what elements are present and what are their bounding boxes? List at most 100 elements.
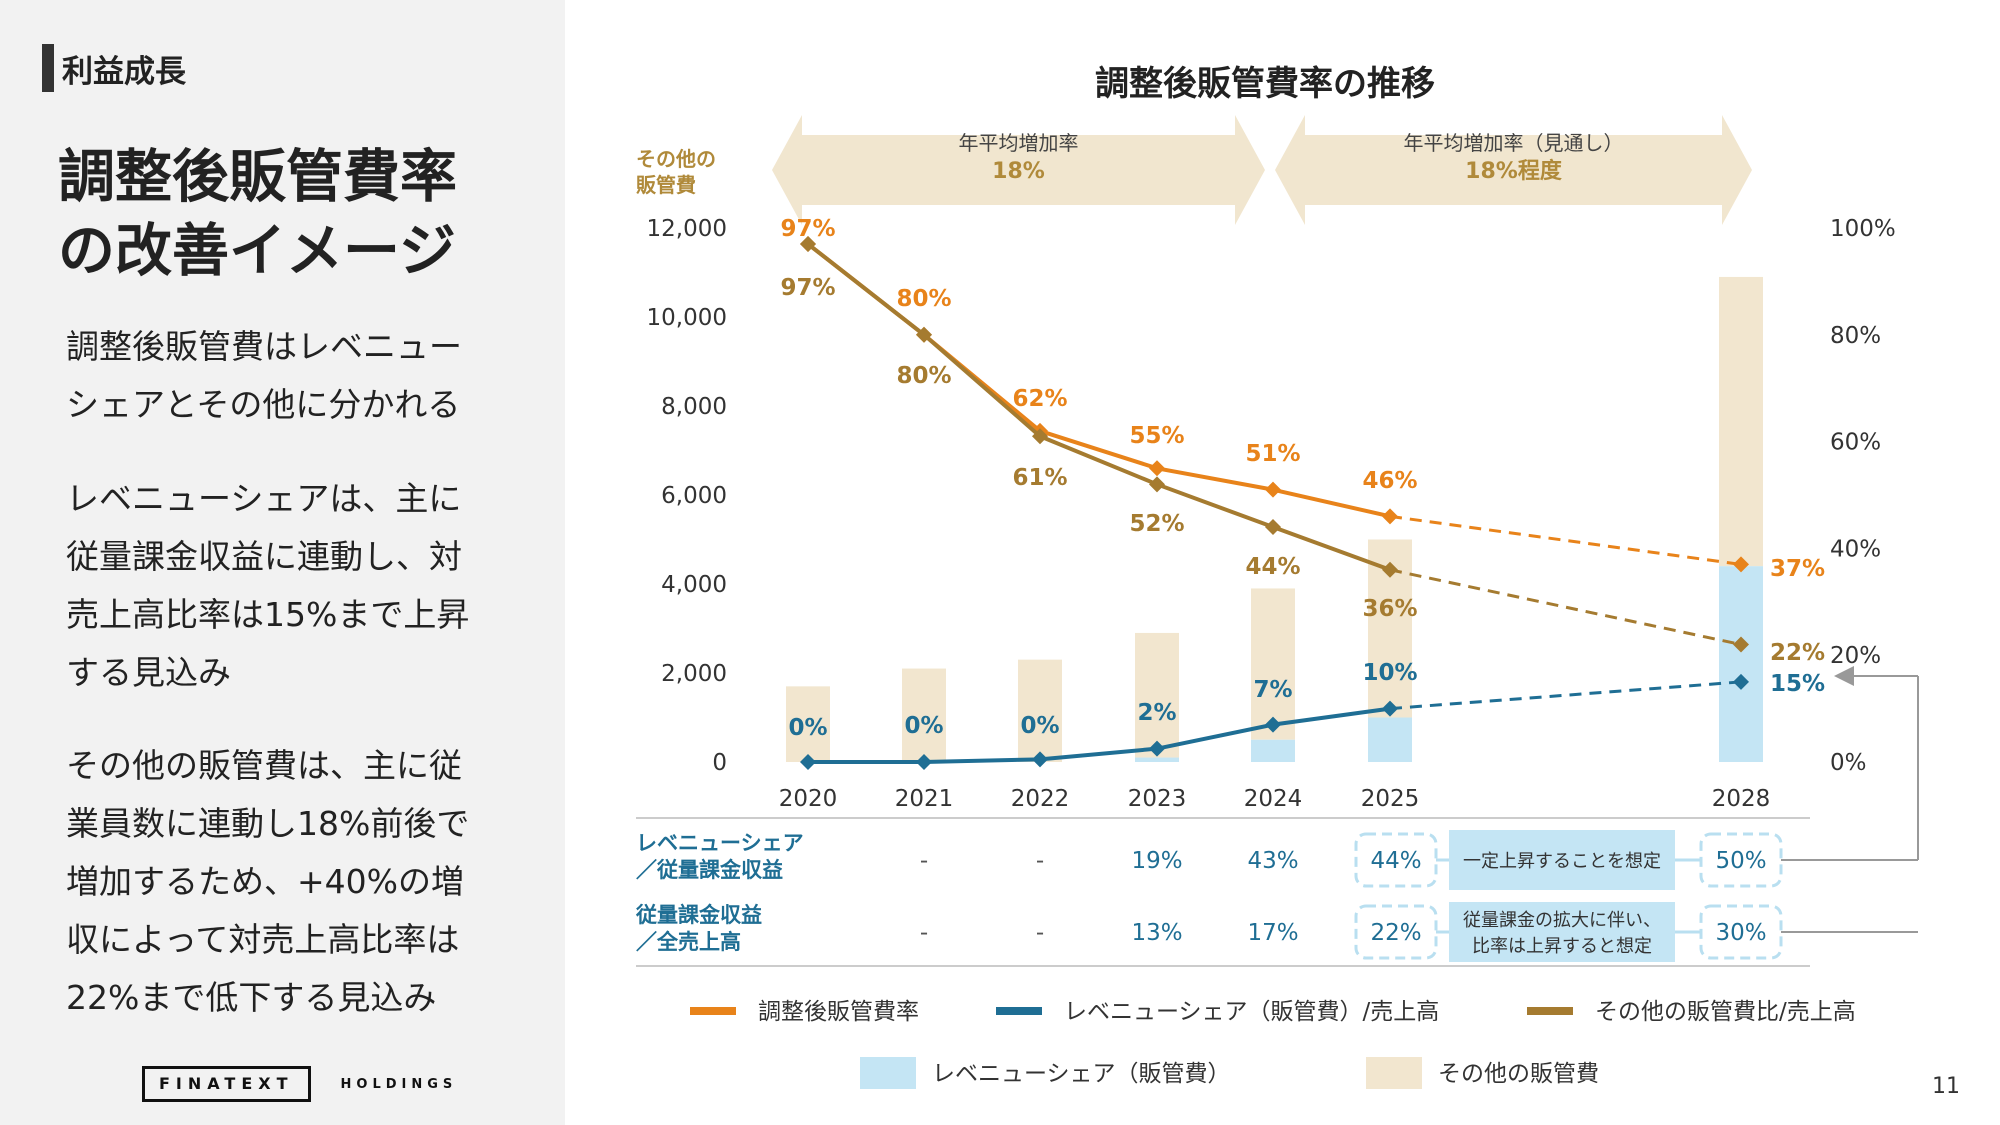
table-cell: 22%: [1370, 920, 1421, 946]
table-cell: 19%: [1131, 848, 1182, 874]
table-cell: 30%: [1715, 920, 1766, 946]
x-axis-tick: 2024: [1244, 786, 1303, 812]
legend-line-label: レベニューシェア（販管費）/売上高: [1064, 999, 1439, 1025]
other-sga-ratio-label: 61%: [1012, 465, 1067, 491]
description-line: シェアとその他に分かれる: [66, 385, 461, 424]
revenue-share-ratio-point: [1733, 673, 1749, 690]
revenue-share-ratio-point: [800, 754, 816, 770]
table-note-text: 比率は上昇すると想定: [1472, 936, 1652, 957]
revenue-share-ratio-label: 0%: [904, 713, 943, 739]
left-axis-tick: 4,000: [661, 572, 727, 598]
left-axis-label: その他の: [636, 147, 716, 171]
table-note-box: [1449, 902, 1675, 962]
description-line: 従量課金収益に連動し、対: [66, 537, 462, 576]
description-line: 収によって対売上高比率は: [66, 920, 460, 959]
table-row-label: 従量課金収益: [635, 903, 762, 927]
revenue-share-ratio-label: 2%: [1137, 700, 1176, 726]
left-axis-tick: 10,000: [647, 305, 727, 331]
x-axis-tick: 2022: [1011, 786, 1070, 812]
adjusted-sga-ratio-forecast-line: [1389, 514, 1742, 566]
revenue-share-ratio-line: [808, 706, 1391, 764]
right-axis-tick: 80%: [1830, 323, 1881, 349]
other-sga-ratio-label: 52%: [1129, 511, 1184, 537]
revenue-share-ratio-point: [1382, 700, 1398, 717]
legend-line-label: その他の販管費比/売上高: [1595, 999, 1856, 1025]
table-cell: -: [920, 920, 928, 946]
section-marker: [42, 44, 54, 92]
legend-line-swatch: [996, 1007, 1042, 1015]
description-line: 業員数に連動し18%前後で: [66, 804, 470, 843]
sidebar: 利益成長 調整後販管費率 の改善イメージ 調整後販管費はレベニュー シェアとその…: [0, 0, 565, 1125]
other-sga-ratio-point: [1149, 476, 1165, 493]
table-row-label: ／従量課金収益: [636, 858, 783, 882]
page-title-line: の改善イメージ: [58, 218, 456, 284]
right-axis-tick: 0%: [1830, 750, 1867, 776]
bar-other-sga: [786, 686, 830, 762]
cagr-arrow: [1275, 115, 1752, 225]
table-cell: -: [1036, 920, 1044, 946]
bar-revenue-share: [1251, 739, 1295, 762]
right-axis-tick: 20%: [1830, 643, 1881, 669]
other-sga-ratio-label: 80%: [896, 363, 951, 389]
other-sga-ratio-point: [916, 326, 932, 343]
cagr-arrow-label: 年平均増加率（見通し）: [1404, 131, 1624, 155]
adjusted-sga-ratio-label: 97%: [780, 216, 835, 242]
left-axis-tick: 6,000: [661, 483, 727, 509]
legend-bar-label: レベニューシェア（販管費）: [932, 1061, 1231, 1087]
bar-other-sga: [1251, 588, 1295, 740]
left-axis-label: 販管費: [636, 173, 696, 197]
bar-other-sga: [1135, 632, 1179, 758]
table-note-box: [1449, 830, 1675, 890]
x-axis-tick: 2025: [1361, 786, 1420, 812]
revenue-share-ratio-forecast-line: [1389, 680, 1742, 711]
table-note-text: 従量課金の拡大に伴い、: [1463, 910, 1661, 931]
left-axis-tick: 8,000: [661, 394, 727, 420]
revenue-share-ratio-point: [1265, 716, 1281, 733]
table-cell: -: [920, 848, 928, 874]
description-line: その他の販管費は、主に従: [66, 746, 462, 785]
cagr-arrow-value: 18%程度: [1465, 158, 1563, 184]
table-cell: 44%: [1370, 848, 1421, 874]
section-header: 利益成長: [42, 44, 186, 92]
adjusted-sga-ratio-label: 80%: [896, 286, 951, 312]
company-logo: FINATEXT HOLDINGS: [142, 1066, 457, 1102]
left-axis-tick: 2,000: [661, 661, 727, 687]
table-forecast-box: [1354, 832, 1438, 888]
table-cell: 50%: [1715, 848, 1766, 874]
page-title-line: 調整後販管費率: [58, 144, 457, 210]
other-sga-ratio-point: [800, 236, 816, 253]
revenue-share-ratio-label: 0%: [1020, 713, 1059, 739]
table-cell: 17%: [1247, 920, 1298, 946]
right-axis-tick: 60%: [1830, 430, 1881, 456]
revenue-share-ratio-label: 0%: [788, 715, 827, 741]
x-axis-tick: 2021: [895, 786, 954, 812]
logo-wordmark: FINATEXT: [142, 1066, 311, 1102]
adjusted-sga-ratio-label: 51%: [1245, 441, 1300, 467]
other-sga-ratio-label: 44%: [1245, 554, 1300, 580]
adjusted-sga-ratio-point: [1733, 556, 1749, 573]
page-number: 11: [1932, 1074, 1960, 1099]
description-line: 22%まで低下する見込み: [66, 978, 437, 1017]
cagr-arrow-label: 年平均増加率: [959, 131, 1079, 155]
bar-other-sga: [902, 668, 946, 762]
page-title: 調整後販管費率 の改善イメージ: [58, 140, 538, 288]
adjusted-sga-ratio-label: 62%: [1012, 386, 1067, 412]
table-row-label: ／全売上高: [636, 930, 741, 954]
right-axis-tick: 40%: [1830, 536, 1881, 562]
other-sga-ratio-label: 22%: [1770, 640, 1825, 666]
revenue-share-ratio-label: 15%: [1770, 671, 1825, 697]
description-line: レベニューシェアは、主に: [66, 479, 462, 518]
revenue-share-ratio-point: [1032, 751, 1048, 768]
description-paragraph: その他の販管費は、主に従 業員数に連動し18%前後で 増加するため、+40%の増…: [66, 737, 536, 1027]
section-title: 利益成長: [62, 53, 186, 90]
x-axis-tick: 2023: [1128, 786, 1187, 812]
legend-bar-swatch: [860, 1057, 916, 1089]
bar-other-sga: [1719, 276, 1763, 567]
adjusted-sga-ratio-label: 55%: [1129, 423, 1184, 449]
other-sga-ratio-point: [1265, 519, 1281, 536]
description-line: 売上高比率は15%まで上昇: [66, 595, 470, 634]
legend-line-label: 調整後販管費率: [758, 999, 919, 1025]
right-axis-tick: 100%: [1830, 216, 1896, 242]
adjusted-sga-ratio-point: [1149, 460, 1165, 477]
left-axis-tick: 0: [712, 750, 727, 776]
